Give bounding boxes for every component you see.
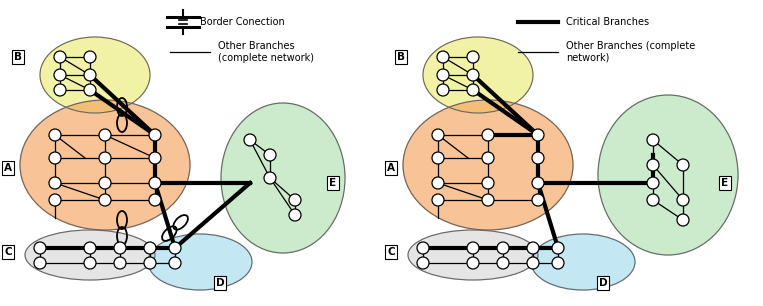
Text: E: E [330,178,336,188]
Circle shape [144,257,156,269]
Ellipse shape [531,234,635,290]
Ellipse shape [221,103,345,253]
Circle shape [677,194,689,206]
Circle shape [482,194,494,206]
Circle shape [114,257,126,269]
Text: D: D [599,278,607,288]
Circle shape [432,129,444,141]
Circle shape [467,69,479,81]
Circle shape [647,177,659,189]
Circle shape [54,51,66,63]
Circle shape [149,129,161,141]
Circle shape [84,242,96,254]
Text: C: C [387,247,394,257]
Text: C: C [4,247,11,257]
Circle shape [432,194,444,206]
Circle shape [99,129,111,141]
Circle shape [647,134,659,146]
Circle shape [532,194,544,206]
Circle shape [169,242,181,254]
Circle shape [527,257,539,269]
Circle shape [244,134,256,146]
Circle shape [54,84,66,96]
Circle shape [677,159,689,171]
Text: E: E [722,178,729,188]
Circle shape [49,152,61,164]
Text: A: A [387,163,395,173]
Text: Other Branches (complete
network): Other Branches (complete network) [566,41,695,63]
Circle shape [99,152,111,164]
Circle shape [34,257,46,269]
Circle shape [497,242,509,254]
Circle shape [437,69,449,81]
Circle shape [467,242,479,254]
Circle shape [647,194,659,206]
Circle shape [84,51,96,63]
Circle shape [169,257,181,269]
Circle shape [149,152,161,164]
Circle shape [432,177,444,189]
Circle shape [49,177,61,189]
Circle shape [677,214,689,226]
Circle shape [437,51,449,63]
Circle shape [264,172,276,184]
Ellipse shape [598,95,738,255]
Circle shape [417,257,429,269]
Text: D: D [216,278,224,288]
Circle shape [49,194,61,206]
Circle shape [467,257,479,269]
Text: Other Branches
(complete network): Other Branches (complete network) [218,41,314,63]
Circle shape [114,242,126,254]
Circle shape [527,242,539,254]
Circle shape [482,152,494,164]
Circle shape [149,194,161,206]
Circle shape [54,69,66,81]
Ellipse shape [25,230,155,280]
Ellipse shape [148,234,252,290]
Circle shape [144,242,156,254]
Circle shape [467,84,479,96]
Circle shape [497,257,509,269]
Text: A: A [4,163,12,173]
Circle shape [437,84,449,96]
Circle shape [289,194,301,206]
Circle shape [467,51,479,63]
Circle shape [289,209,301,221]
Circle shape [417,242,429,254]
Circle shape [84,257,96,269]
Circle shape [84,69,96,81]
Text: B: B [397,52,405,62]
Ellipse shape [423,37,533,113]
Circle shape [149,177,161,189]
Ellipse shape [408,230,538,280]
Circle shape [264,149,276,161]
Circle shape [432,152,444,164]
Ellipse shape [40,37,150,113]
Text: B: B [14,52,22,62]
Circle shape [99,177,111,189]
Circle shape [99,194,111,206]
Circle shape [482,129,494,141]
Circle shape [532,129,544,141]
Circle shape [84,84,96,96]
Text: Border Conection: Border Conection [200,17,285,27]
Circle shape [552,257,564,269]
Circle shape [647,159,659,171]
Circle shape [482,177,494,189]
Ellipse shape [20,100,190,230]
Ellipse shape [403,100,573,230]
Circle shape [49,129,61,141]
Circle shape [532,177,544,189]
Text: Critical Branches: Critical Branches [566,17,649,27]
Circle shape [34,242,46,254]
Circle shape [532,152,544,164]
Circle shape [552,242,564,254]
